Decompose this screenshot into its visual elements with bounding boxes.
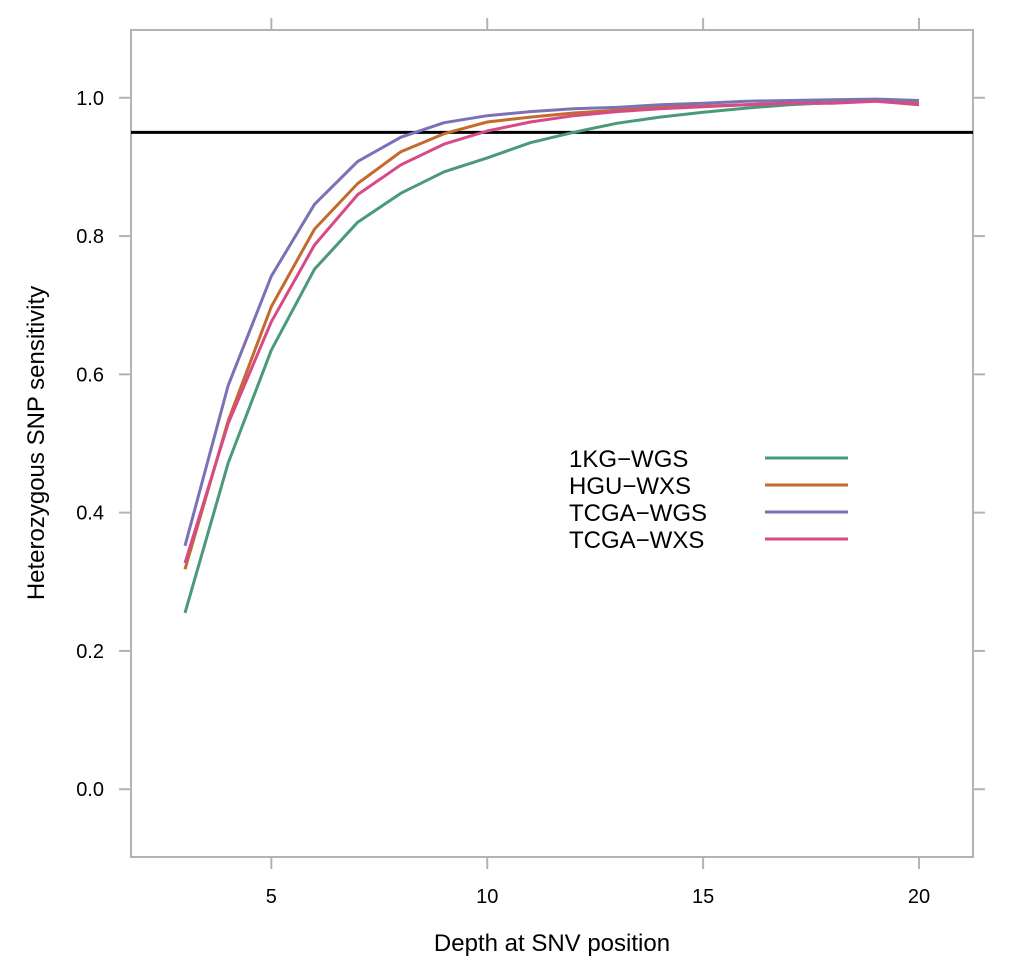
- y-tick-label-5: 1.0: [76, 88, 104, 110]
- legend-label-3: TCGA−WXS: [569, 527, 704, 554]
- y-tick-label-4: 0.8: [76, 226, 104, 248]
- x-axis-label: Depth at SNV position: [434, 930, 670, 957]
- series-line-2: [183, 97, 920, 547]
- y-tick-label-0: 0.0: [76, 779, 104, 801]
- legend-label-2: TCGA−WGS: [569, 500, 707, 527]
- legend-label-0: 1KG−WGS: [569, 446, 688, 473]
- y-tick-label-2: 0.4: [76, 503, 104, 525]
- axis-ticks: 5 10 15 20 0.0 0.2 0.4 0.6 0.8 1.0: [76, 18, 985, 908]
- plot-content: [131, 97, 973, 614]
- x-tick-label-15: 15: [692, 886, 714, 908]
- plot-frame: [130, 29, 974, 858]
- y-tick-label-3: 0.6: [76, 364, 104, 386]
- series-line-3: [183, 99, 920, 564]
- x-tick-label-20: 20: [908, 886, 930, 908]
- series-line-0: [183, 99, 920, 614]
- legend-label-1: HGU−WXS: [569, 473, 691, 500]
- series-line-1: [183, 99, 920, 570]
- y-axis-label: Heterozygous SNP sensitivity: [23, 286, 50, 600]
- x-tick-label-10: 10: [476, 886, 498, 908]
- y-tick-label-1: 0.2: [76, 641, 104, 663]
- x-tick-label-5: 5: [266, 886, 277, 908]
